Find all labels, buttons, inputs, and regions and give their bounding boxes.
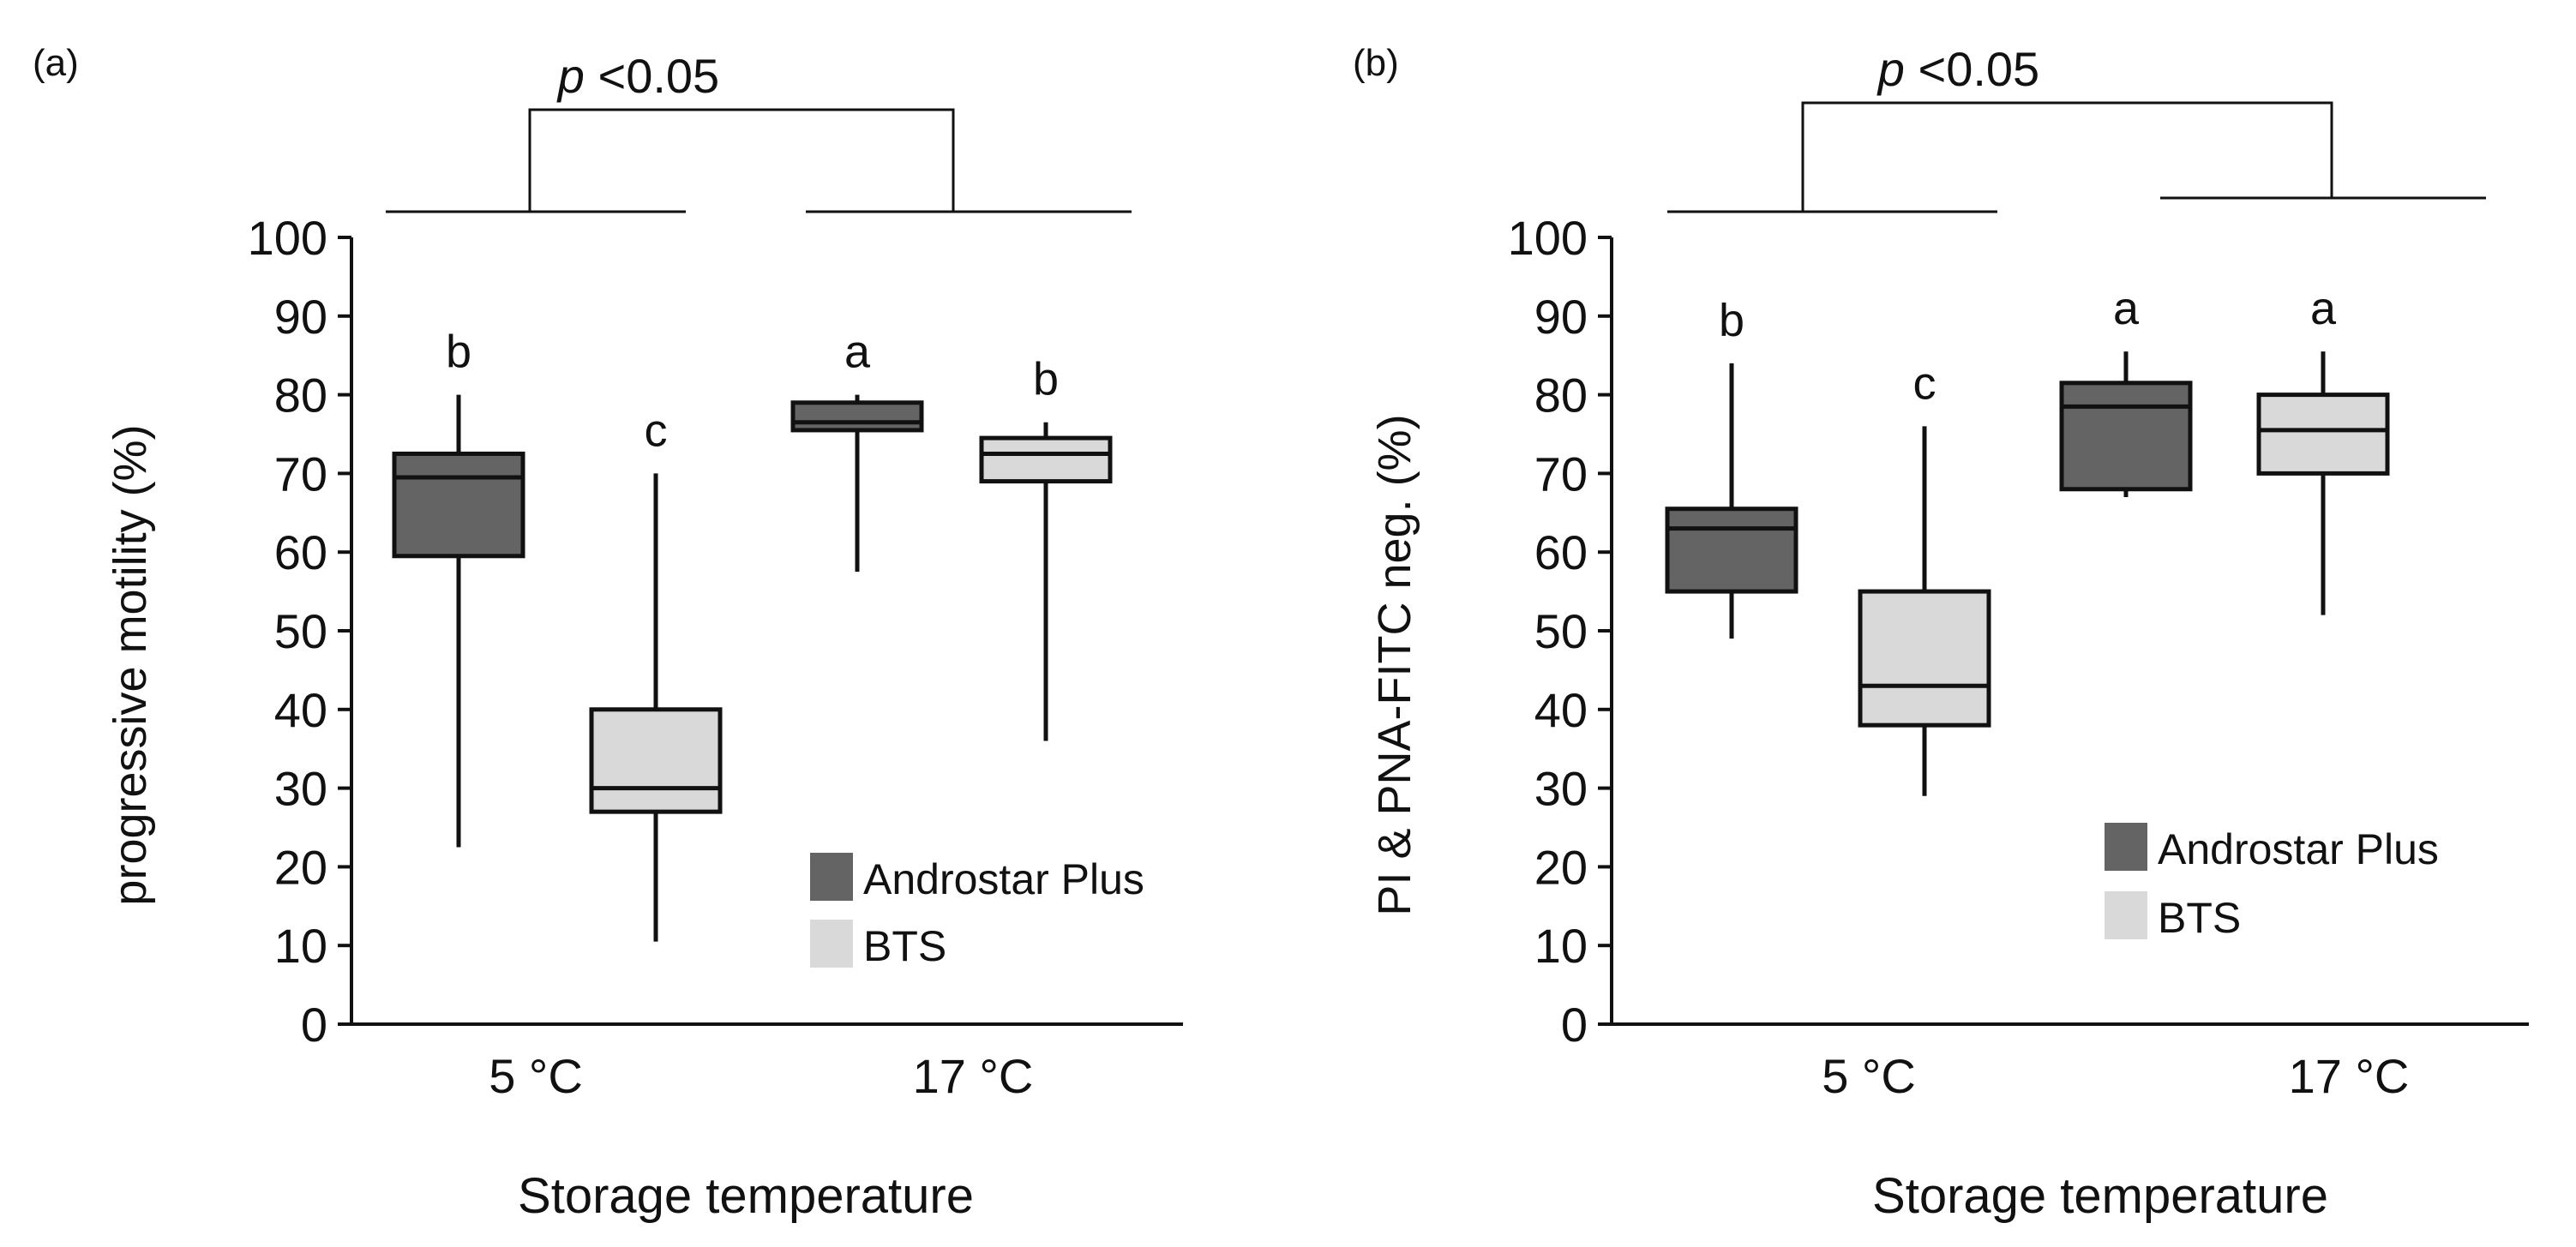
- y-tick-label: 60: [274, 525, 327, 579]
- significance-letter: c: [1913, 357, 1937, 409]
- legend-label: BTS: [863, 922, 946, 970]
- y-tick-label: 90: [1534, 290, 1588, 344]
- box-iqr: [2059, 381, 2193, 492]
- significance-bracket: [528, 108, 955, 212]
- x-tick-label: 5 °C: [489, 1049, 583, 1103]
- significance-letter: c: [645, 405, 668, 456]
- significance-bracket: [1801, 101, 2333, 212]
- x-axis-label: Storage temperature: [1872, 1168, 2328, 1224]
- y-tick-label: 20: [274, 840, 327, 894]
- significance-letter: a: [2113, 283, 2140, 334]
- y-tick-label: 90: [274, 290, 327, 344]
- significance-letter: a: [2310, 283, 2337, 334]
- p-threshold: <0.05: [598, 49, 720, 103]
- y-tick-label: 10: [1534, 919, 1588, 973]
- y-tick-label: 30: [1534, 762, 1588, 816]
- chart-panel-b: (b) 0 10 20 30 40 50 60 70 80 90 100 PI & PNA-FITC n…: [1353, 42, 2529, 1224]
- legend-label: BTS: [2158, 894, 2241, 942]
- legend-swatch: [2105, 891, 2147, 939]
- legend-swatch: [810, 853, 853, 901]
- y-tick-label: 20: [1534, 840, 1588, 894]
- x-tick-label: 17 °C: [913, 1049, 1034, 1103]
- significance-letter: b: [1719, 295, 1744, 346]
- y-tick-label: 0: [301, 998, 327, 1052]
- box-iqr: [979, 435, 1113, 484]
- box-iqr: [1858, 589, 1991, 728]
- panel-label: (b): [1353, 42, 1399, 84]
- y-tick-label: 60: [1534, 525, 1588, 579]
- legend-swatch: [2105, 823, 2147, 871]
- y-tick-label: 0: [1561, 998, 1588, 1052]
- box-5c-bts: c: [589, 405, 723, 942]
- y-tick-label: 100: [1508, 211, 1588, 265]
- significance-letter: b: [446, 327, 471, 378]
- y-tick-label: 10: [274, 919, 327, 973]
- chart-panel-a: (a) 0 10 20 30 40 50 60 70 80 90 100 progressive mot…: [33, 42, 1183, 1224]
- box-5c-androstar-plus: b: [1665, 295, 1798, 639]
- box-17c-bts: a: [2256, 283, 2390, 615]
- y-tick-label: 30: [274, 762, 327, 816]
- box-iqr: [2256, 393, 2390, 476]
- p-symbol: p: [556, 49, 598, 103]
- y-tick-label: 70: [274, 447, 327, 501]
- y-tick-label: 80: [1534, 369, 1588, 423]
- significance-letter: b: [1033, 354, 1059, 405]
- panel-label: (a): [33, 42, 79, 84]
- box-iqr: [589, 707, 723, 814]
- y-tick-label: 40: [274, 683, 327, 737]
- x-axis-label: Storage temperature: [518, 1168, 974, 1224]
- y-tick-label: 40: [1534, 683, 1588, 737]
- y-axis-label: PI & PNA-FITC neg. (%): [1369, 414, 1420, 915]
- p-symbol: p: [1876, 42, 1918, 96]
- legend-swatch: [810, 920, 853, 968]
- x-tick-label: 17 °C: [2289, 1049, 2410, 1103]
- box-iqr: [392, 451, 525, 559]
- box-iqr: [1665, 507, 1798, 594]
- x-tick-label: 5 °C: [1822, 1049, 1916, 1103]
- legend-label: Androstar Plus: [2158, 825, 2439, 873]
- box-17c-androstar-plus: a: [790, 327, 924, 573]
- p-value-label: p <0.05: [556, 49, 719, 103]
- box-iqr: [790, 400, 924, 433]
- box-5c-bts: c: [1858, 357, 1991, 796]
- y-tick-label: 80: [274, 369, 327, 423]
- y-tick-label: 50: [274, 604, 327, 658]
- p-value-label: p <0.05: [1876, 42, 2039, 96]
- legend-label: Androstar Plus: [863, 855, 1144, 903]
- y-axis-label: progressive motility (%): [105, 424, 156, 905]
- y-tick-label: 50: [1534, 604, 1588, 658]
- box-17c-bts: b: [979, 354, 1113, 741]
- significance-letter: a: [844, 327, 871, 378]
- y-tick-label: 100: [248, 211, 327, 265]
- box-17c-androstar-plus: a: [2059, 283, 2193, 497]
- box-5c-androstar-plus: b: [392, 327, 525, 848]
- p-threshold: <0.05: [1918, 42, 2040, 96]
- y-tick-label: 70: [1534, 447, 1588, 501]
